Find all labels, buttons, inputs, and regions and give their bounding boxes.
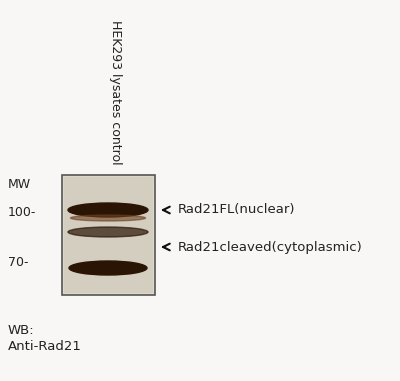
Text: 70-: 70- <box>8 256 28 269</box>
Ellipse shape <box>68 203 148 217</box>
Text: 100-: 100- <box>8 207 36 219</box>
Text: WB:: WB: <box>8 323 35 336</box>
Text: Anti-Rad21: Anti-Rad21 <box>8 341 82 354</box>
Text: HEK293 lysates control: HEK293 lysates control <box>108 20 122 165</box>
Ellipse shape <box>69 261 147 275</box>
Ellipse shape <box>68 227 148 237</box>
Text: MW: MW <box>8 179 31 192</box>
Bar <box>64 177 153 293</box>
Text: Rad21FL(nuclear): Rad21FL(nuclear) <box>178 202 296 216</box>
Text: Rad21cleaved(cytoplasmic): Rad21cleaved(cytoplasmic) <box>178 240 363 253</box>
Ellipse shape <box>70 215 146 221</box>
Bar <box>62 175 155 295</box>
